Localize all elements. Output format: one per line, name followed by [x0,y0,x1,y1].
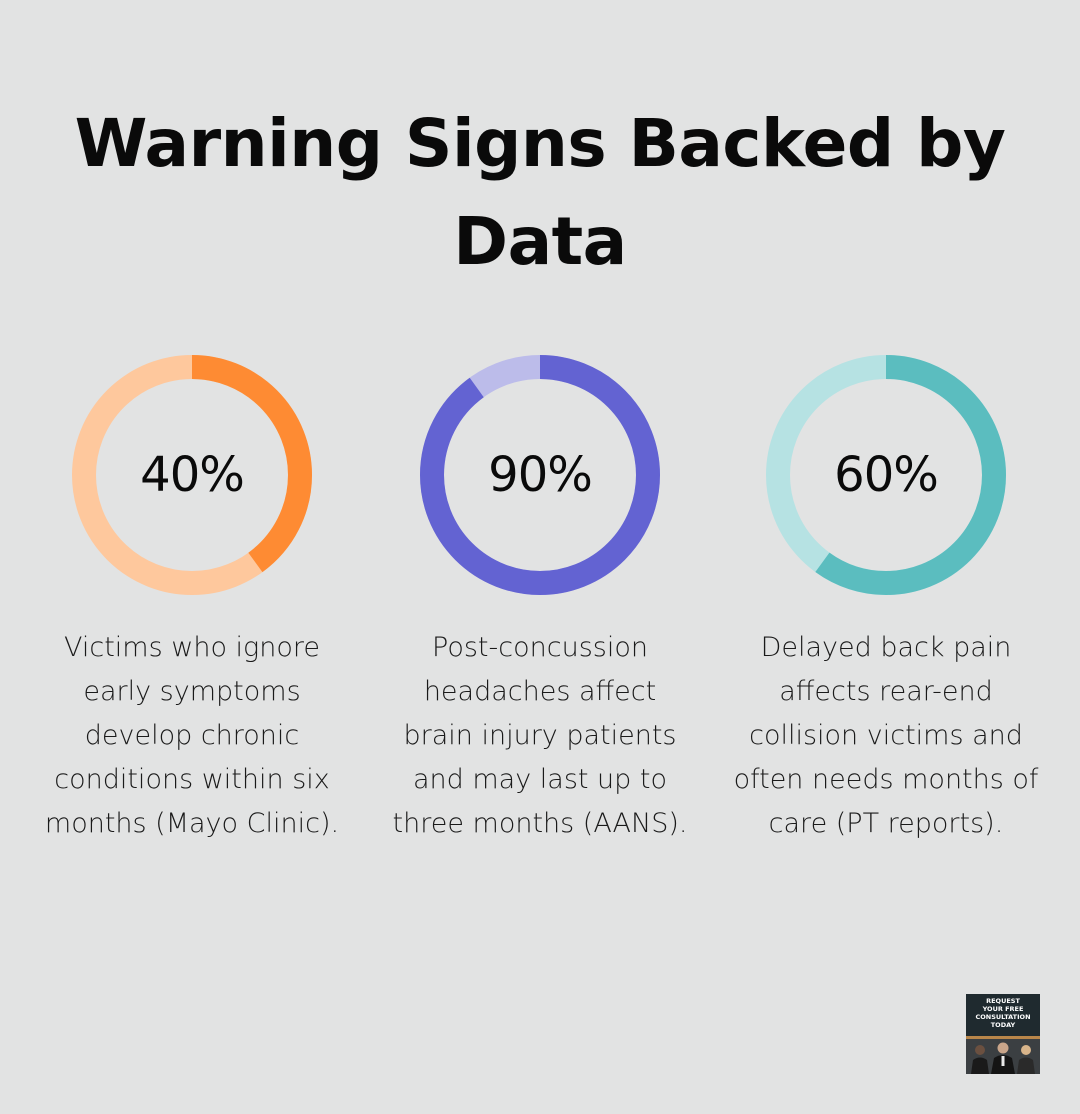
page-title: Warning Signs Backed by Data [74,105,1006,280]
stat-card-3: 60% Delayed back pain affects rear-end c… [726,350,1046,846]
consultation-cta-button[interactable]: REQUEST YOUR FREE CONSULTATION TODAY [966,994,1040,1074]
percentage-label-1: 40% [140,447,245,503]
stat-description-1: Victims who ignore early symptoms develo… [44,632,340,839]
donut-svg-2 [420,355,660,595]
stat-card-1: 40% Victims who ignore early symptoms de… [32,350,352,846]
percentage-label-3: 60% [834,447,939,503]
donut-svg-1 [72,355,312,595]
donut-chart-2: 90% [415,350,665,600]
cta-label: REQUEST YOUR FREE CONSULTATION TODAY [975,997,1031,1029]
stat-card-2: 90% Post-concussion headaches affect bra… [380,350,700,846]
donut-chart-1: 40% [67,350,317,600]
donut-arc-3 [766,355,1006,595]
donut-svg-3 [766,355,1006,595]
donut-arc-1 [72,355,312,595]
attorneys-photo-icon [966,1036,1040,1074]
donut-chart-3: 60% [761,350,1011,600]
stat-description-2: Post-concussion headaches affect brain i… [392,632,688,839]
stat-description-3: Delayed back pain affects rear-end colli… [733,632,1039,839]
donut-arc-2 [420,355,660,595]
percentage-label-2: 90% [488,447,593,503]
